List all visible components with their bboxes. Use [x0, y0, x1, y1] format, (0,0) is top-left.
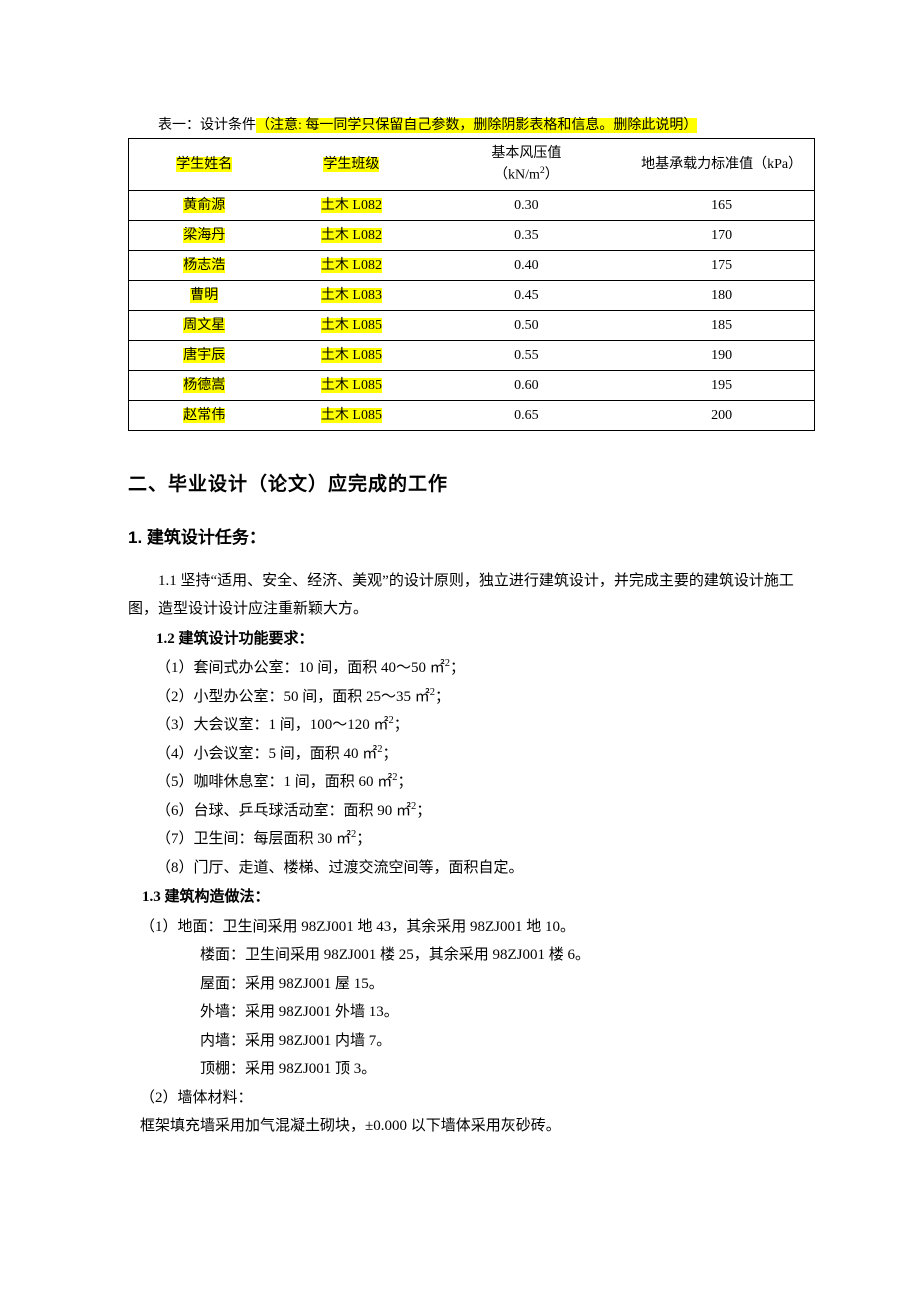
constr-floor: 楼面：卫生间采用 98ZJ001 楼 25，其余采用 98ZJ001 楼 6。	[128, 941, 815, 970]
cell-bearing: 195	[629, 370, 814, 400]
cell-class: 土木 L085	[321, 318, 382, 333]
task-1-heading: 1. 建筑设计任务：	[128, 525, 815, 551]
cell-name: 曹明	[190, 288, 218, 303]
constr-extwall: 外墙：采用 98ZJ001 外墙 13。	[128, 998, 815, 1027]
heading-1-3: 1.3 建筑构造做法：	[128, 886, 815, 909]
cell-name: 赵常伟	[183, 408, 225, 423]
section-2-heading: 二、毕业设计（论文）应完成的工作	[128, 471, 815, 500]
cell-class: 土木 L085	[321, 348, 382, 363]
cell-bearing: 170	[629, 220, 814, 250]
cell-class: 土木 L083	[321, 288, 382, 303]
table-row: 周文星 土木 L085 0.50185	[129, 310, 815, 340]
cell-name: 杨志浩	[183, 258, 225, 273]
table-row: 杨志浩 土木 L082 0.40175	[129, 250, 815, 280]
table-caption: 表一：设计条件（注意: 每一同学只保留自己参数，删除阴影表格和信息。删除此说明）	[128, 115, 815, 136]
constr-ground: （1）地面：卫生间采用 98ZJ001 地 43，其余采用 98ZJ001 地 …	[128, 913, 815, 942]
cell-bearing: 200	[629, 400, 814, 430]
table-body: 黄俞源土木 L0820.30165 梁海丹土木 L0820.35170 杨志浩土…	[129, 190, 815, 430]
constr-roof: 屋面：采用 98ZJ001 屋 15。	[128, 970, 815, 999]
cell-name: 黄俞源	[183, 198, 225, 213]
cell-bearing: 165	[629, 190, 814, 220]
table-title-text: 表一：设计条件	[158, 118, 256, 133]
table-row: 黄俞源 土木 L082 0.30165	[129, 190, 815, 220]
req-item-2: （2）小型办公室：50 间，面积 25～35 ㎡2；	[128, 683, 815, 712]
req-item-3: （3）大会议室：1 间，100～120 ㎡2；	[128, 711, 815, 740]
col-header-wind: 基本风压值 （kN/m2）	[423, 139, 629, 191]
cell-class: 土木 L082	[321, 228, 382, 243]
table-row: 唐宇辰 土木 L085 0.55190	[129, 340, 815, 370]
req-item-1: （1）套间式办公室：10 间，面积 40～50 ㎡2；	[128, 654, 815, 683]
col-header-class: 学生班级	[279, 139, 423, 191]
cell-wind: 0.50	[423, 310, 629, 340]
req-item-8: （8）门厅、走道、楼梯、过渡交流空间等，面积自定。	[128, 854, 815, 883]
cell-bearing: 175	[629, 250, 814, 280]
header-name-text: 学生姓名	[176, 157, 232, 172]
table-row: 梁海丹 土木 L082 0.35170	[129, 220, 815, 250]
req-item-5: （5）咖啡休息室：1 间，面积 60 ㎡2；	[128, 768, 815, 797]
table-row: 曹明 土木 L083 0.45180	[129, 280, 815, 310]
cell-bearing: 180	[629, 280, 814, 310]
req-item-7: （7）卫生间：每层面积 30 ㎡2；	[128, 825, 815, 854]
cell-wind: 0.65	[423, 400, 629, 430]
constr-intwall: 内墙：采用 98ZJ001 内墙 7。	[128, 1027, 815, 1056]
constr-wall-material-body: 框架填充墙采用加气混凝土砌块，±0.000 以下墙体采用灰砂砖。	[128, 1112, 815, 1141]
header-wind-l1: 基本风压值	[491, 146, 561, 161]
cell-bearing: 190	[629, 340, 814, 370]
table-row: 杨德嵩 土木 L085 0.60195	[129, 370, 815, 400]
cell-class: 土木 L085	[321, 408, 382, 423]
cell-wind: 0.45	[423, 280, 629, 310]
cell-name: 杨德嵩	[183, 378, 225, 393]
cell-wind: 0.60	[423, 370, 629, 400]
constr-wall-material-h: （2）墙体材料：	[128, 1084, 815, 1113]
cell-wind: 0.35	[423, 220, 629, 250]
para-1-1: 1.1 坚持“适用、安全、经济、美观”的设计原则，独立进行建筑设计，并完成主要的…	[128, 567, 815, 624]
req-item-4: （4）小会议室：5 间，面积 40 ㎡2；	[128, 740, 815, 769]
req-item-6: （6）台球、乒乓球活动室：面积 90 ㎡2；	[128, 797, 815, 826]
design-conditions-table: 学生姓名 学生班级 基本风压值 （kN/m2） 地基承载力标准值（kPa） 黄俞…	[128, 138, 815, 431]
cell-class: 土木 L082	[321, 258, 382, 273]
table-row: 赵常伟 土木 L085 0.65200	[129, 400, 815, 430]
cell-name: 梁海丹	[183, 228, 225, 243]
cell-class: 土木 L082	[321, 198, 382, 213]
cell-wind: 0.55	[423, 340, 629, 370]
cell-name: 唐宇辰	[183, 348, 225, 363]
cell-wind: 0.40	[423, 250, 629, 280]
page: 表一：设计条件（注意: 每一同学只保留自己参数，删除阴影表格和信息。删除此说明）…	[0, 0, 920, 1302]
cell-bearing: 185	[629, 310, 814, 340]
table-header-row: 学生姓名 学生班级 基本风压值 （kN/m2） 地基承载力标准值（kPa）	[129, 139, 815, 191]
header-wind-close: ）	[545, 168, 559, 183]
heading-1-2: 1.2 建筑设计功能要求：	[128, 628, 815, 651]
col-header-bearing: 地基承载力标准值（kPa）	[629, 139, 814, 191]
header-wind-l2: （kN/m	[494, 168, 540, 183]
constr-ceiling: 顶棚：采用 98ZJ001 顶 3。	[128, 1055, 815, 1084]
table-title-note: （注意: 每一同学只保留自己参数，删除阴影表格和信息。删除此说明）	[256, 118, 697, 133]
cell-wind: 0.30	[423, 190, 629, 220]
cell-class: 土木 L085	[321, 378, 382, 393]
header-class-text: 学生班级	[323, 157, 379, 172]
col-header-name: 学生姓名	[129, 139, 280, 191]
cell-name: 周文星	[183, 318, 225, 333]
